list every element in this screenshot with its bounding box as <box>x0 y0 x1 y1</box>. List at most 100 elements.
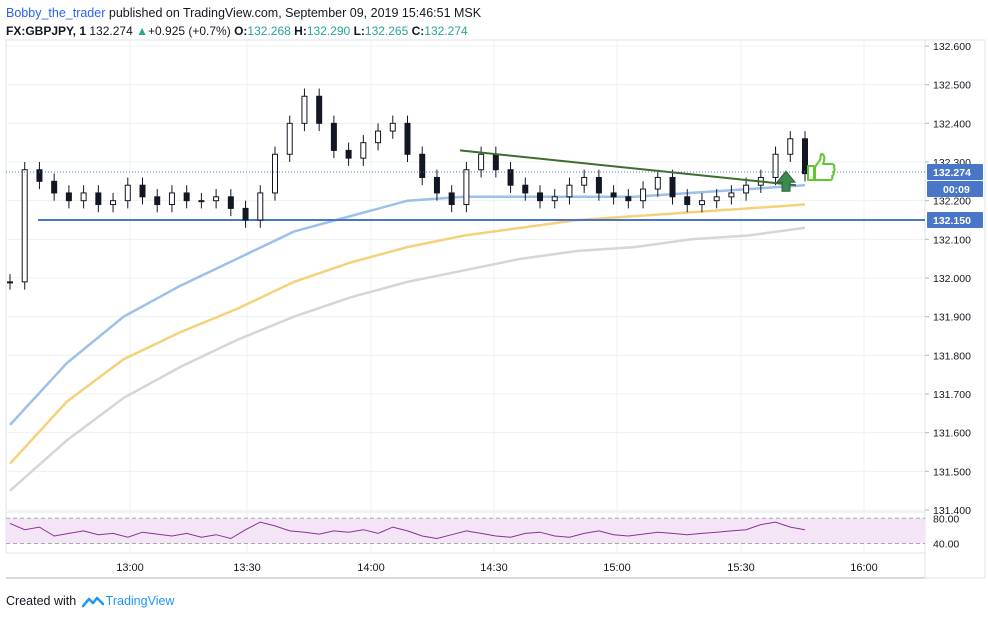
price-tick-label: 132.600 <box>933 41 971 53</box>
published-text: published on TradingView.com, September … <box>108 6 482 20</box>
candle-body <box>257 192 264 221</box>
symbol-label: FX:GBPJPY, 1 <box>6 24 87 38</box>
ema-yellow-line <box>9 203 806 465</box>
price-tick-label: 131.500 <box>933 466 971 478</box>
candle-body <box>95 192 102 206</box>
open-value: 132.268 <box>247 24 291 38</box>
open-label: O: <box>234 24 248 38</box>
price-tick-label: 132.400 <box>933 118 971 130</box>
candle-body <box>551 196 558 202</box>
up-arrow-icon <box>775 170 797 192</box>
candle-body <box>802 138 808 175</box>
support-price-label: 132.150 <box>933 215 971 227</box>
candle-body <box>36 169 43 182</box>
ema-gray-line <box>9 226 806 492</box>
last-price-label: 132.274 <box>933 167 971 179</box>
candle-body <box>404 122 411 155</box>
price-tick-label: 132.100 <box>933 234 971 246</box>
rsi-tick-label: 80.00 <box>933 513 959 525</box>
ohlc-line: FX:GBPJPY, 1 132.274 ▲+0.925 (+0.7%) O:1… <box>6 22 982 40</box>
candle-body <box>698 200 705 206</box>
candle-body <box>389 122 396 132</box>
candle-body <box>478 153 485 171</box>
time-tick-label: 13:00 <box>116 562 144 574</box>
candle-body <box>595 176 602 194</box>
chart-header: Bobby_the_trader published on TradingVie… <box>6 4 982 40</box>
candle-body <box>625 196 632 202</box>
price-tick-label: 131.800 <box>933 350 971 362</box>
rsi-tick-label: 40.00 <box>933 539 959 551</box>
candle-body <box>168 192 175 206</box>
rsi-line <box>9 521 806 540</box>
countdown-label-bg <box>927 181 983 198</box>
candle-body <box>669 176 676 198</box>
footer: Created with TradingView <box>6 592 174 610</box>
candle-body <box>684 196 691 206</box>
candle-body <box>7 281 13 284</box>
high-value: 132.290 <box>306 24 351 38</box>
candle-body <box>65 192 72 202</box>
candle-body <box>139 184 146 198</box>
candle-body <box>507 169 514 186</box>
candle-body <box>610 192 617 198</box>
price-tick-label: 131.900 <box>933 312 971 324</box>
up-arrow-icon: ▲ <box>136 24 148 38</box>
price-tick-label: 131.600 <box>933 428 971 440</box>
candle-body <box>463 169 470 206</box>
author-link[interactable]: Bobby_the_trader <box>6 6 106 20</box>
candle-body <box>448 192 455 206</box>
candle-body <box>743 184 750 194</box>
candle-body <box>640 188 647 202</box>
candle-body <box>316 95 323 124</box>
candle-body <box>301 95 308 124</box>
candle-body <box>728 192 735 198</box>
time-tick-label: 14:00 <box>357 562 385 574</box>
time-tick-label: 13:30 <box>233 562 261 574</box>
price-chart[interactable]: 13:00 13:30 14:00 14:30 15:00 15:30 16:00 132.6… <box>0 0 988 590</box>
low-label: L: <box>353 24 365 38</box>
price-tick-label: 131.400 <box>933 505 971 517</box>
price-tick-label: 132.000 <box>933 273 971 285</box>
close-label: C: <box>411 24 425 38</box>
candle-body <box>537 192 543 202</box>
low-value: 132.265 <box>364 24 409 38</box>
candle-body <box>492 153 499 171</box>
candle-body <box>154 196 161 206</box>
created-with-text: Created with <box>6 594 77 608</box>
last-price: 132.274 <box>89 24 133 38</box>
thumbs-up-shape <box>807 153 836 181</box>
time-tick-label: 16:00 <box>850 562 878 574</box>
candle-body <box>183 192 190 202</box>
tradingview-brand-link[interactable]: TradingView <box>105 594 175 608</box>
thumbs-up-icon <box>807 153 836 181</box>
price-tick-label: 132.500 <box>933 80 971 92</box>
candle-body <box>654 176 661 190</box>
candle-body <box>110 200 117 206</box>
candle-body <box>124 184 131 202</box>
candle-body <box>330 122 337 151</box>
candle-body <box>581 176 588 186</box>
close-value: 132.274 <box>424 24 468 38</box>
countdown-label: 00:09 <box>943 184 970 196</box>
time-tick-label: 15:30 <box>727 562 755 574</box>
candle-body <box>51 180 58 194</box>
candle-body <box>227 196 234 209</box>
change-value: +0.925 (+0.7%) <box>148 24 231 38</box>
candle-body <box>419 153 426 178</box>
axis-frame <box>924 39 986 579</box>
candle-body <box>242 207 249 221</box>
candle-body <box>360 142 367 159</box>
candle-body <box>713 196 720 202</box>
candle-body <box>566 184 573 198</box>
candle-body <box>522 184 529 194</box>
candle-body <box>433 176 440 194</box>
time-tick-label: 15:00 <box>603 562 631 574</box>
candle-body <box>286 122 293 155</box>
candle-body <box>375 130 382 144</box>
trend-line <box>459 149 797 187</box>
candle-body <box>772 153 779 178</box>
tradingview-logo-icon <box>81 596 104 607</box>
price-tick-label: 131.700 <box>933 389 971 401</box>
candle-body <box>272 153 278 194</box>
price-pane <box>5 39 926 511</box>
